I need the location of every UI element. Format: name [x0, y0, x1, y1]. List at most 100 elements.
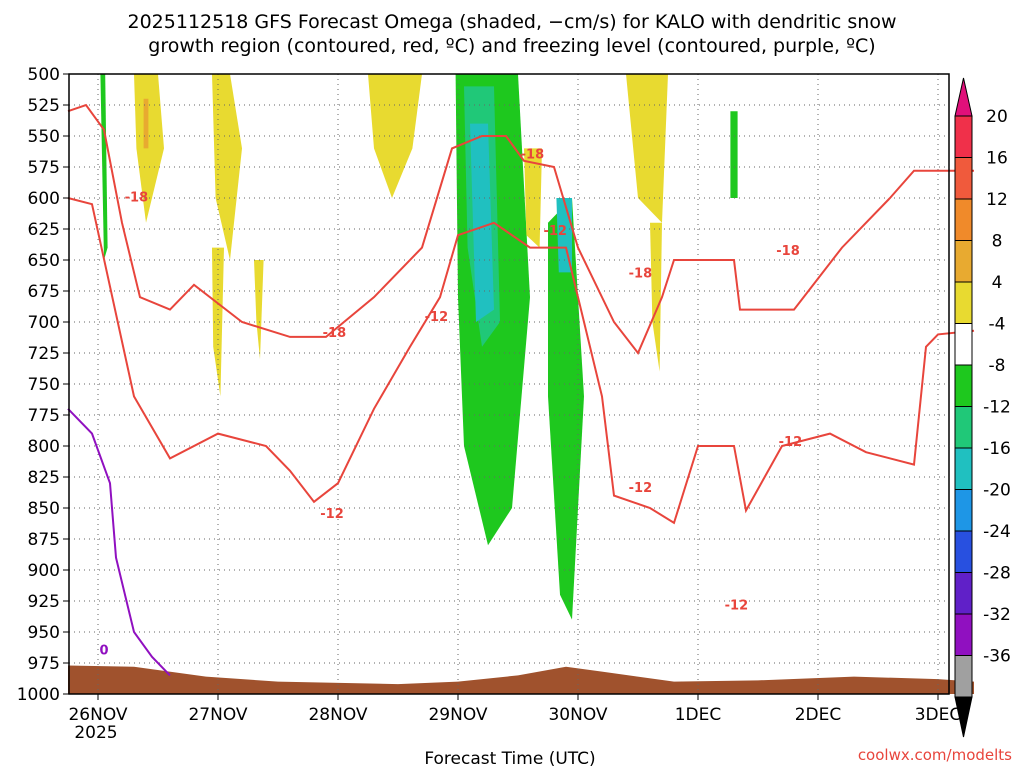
x-tick-label: 3DEC [915, 705, 962, 725]
dgz-contour-line [67, 197, 975, 525]
y-tick-label: 525 [28, 96, 60, 116]
contour-label: -12 [779, 435, 803, 450]
y-tick-label: 700 [28, 313, 60, 333]
colorbar: 20 16 12 8 4 -4 -8 -12 -16 -20 -24 -28 -32 -36 [954, 77, 1011, 738]
freezing-level-line [67, 408, 171, 677]
colorbar-segment [954, 364, 973, 407]
y-tick-label: 875 [28, 530, 60, 550]
y-tick-label: 750 [28, 375, 60, 395]
omega-region-6 [254, 260, 264, 360]
y-tick-label: 575 [28, 158, 60, 178]
omega-region-2 [134, 74, 164, 223]
omega-region-16 [730, 111, 738, 198]
y-tick-label: 675 [28, 282, 60, 302]
omega-region-5 [212, 247, 224, 397]
terrain-fill [68, 665, 974, 694]
colorbar-segment [954, 115, 973, 158]
x-tick-label: 30NOV [548, 705, 607, 725]
omega-region-11 [524, 148, 542, 248]
contour-label: -12 [725, 599, 749, 614]
contour-label: -18 [125, 191, 149, 206]
x-tick-label: 1DEC [675, 705, 722, 725]
x-tick-label: 26NOV [68, 705, 127, 725]
colorbar-label: 12 [986, 190, 1008, 210]
colorbar-label: -36 [983, 647, 1011, 667]
terrain-area [68, 665, 974, 694]
y-tick-label: 825 [28, 468, 60, 488]
contour-label: -12 [425, 310, 449, 325]
y-tick-label: 950 [28, 623, 60, 643]
contour-label: -12 [543, 224, 567, 239]
colorbar-segment [954, 572, 973, 615]
colorbar-segment [954, 323, 973, 366]
y-tick-label: 600 [28, 189, 60, 209]
omega-region-3 [143, 98, 149, 149]
y-tick-label: 625 [28, 220, 60, 240]
colorbar-label: -12 [983, 398, 1011, 418]
omega-region-14 [626, 74, 668, 223]
y-tick-label: 900 [28, 561, 60, 581]
colorbar-segment [954, 489, 973, 532]
colorbar-top-arrow [954, 77, 973, 117]
x-tick-label: 29NOV [428, 705, 487, 725]
colorbar-label: -20 [983, 481, 1011, 501]
contour-labels: -18 -18 -12 -12 -18 -12 -18 -12 -18 -12 -12 0 [99, 147, 802, 658]
colorbar-label: -28 [983, 564, 1011, 584]
omega-region-4 [212, 74, 242, 260]
y-tick-label: 1000 [17, 685, 60, 705]
x-axis: 26NOV 27NOV 28NOV 29NOV 30NOV 1DEC 2DEC 3DEC [68, 694, 961, 725]
colorbar-label: 16 [986, 149, 1008, 169]
contour-label: -18 [629, 266, 653, 281]
x-tick-label: 28NOV [308, 705, 367, 725]
colorbar-segment [954, 655, 973, 698]
colorbar-segment [954, 530, 973, 573]
colorbar-bottom-arrow [954, 696, 973, 738]
colorbar-label: -24 [983, 522, 1011, 542]
colorbar-label: -4 [989, 315, 1006, 335]
colorbar-label: 8 [992, 232, 1003, 252]
contour-label: -18 [776, 244, 800, 259]
temperature-contours [67, 103, 975, 677]
y-tick-label: 650 [28, 251, 60, 271]
omega-region-12 [548, 198, 584, 620]
colorbar-label: 4 [992, 273, 1003, 293]
contour-label: -12 [320, 507, 344, 522]
omega-region-10 [470, 123, 494, 322]
colorbar-segment [954, 613, 973, 656]
gridlines [69, 73, 949, 695]
contour-label: 0 [99, 643, 108, 658]
x-axis-year: 2025 [74, 723, 117, 743]
y-tick-label: 550 [28, 127, 60, 147]
colorbar-segment [954, 406, 973, 449]
y-tick-label: 500 [28, 65, 60, 85]
omega-region-7 [368, 74, 422, 198]
chart-title-line1: 2025112518 GFS Forecast Omega (shaded, −… [128, 11, 897, 33]
colorbar-segment [954, 198, 973, 241]
contour-label: -12 [629, 481, 653, 496]
colorbar-segment [954, 281, 973, 324]
x-tick-label: 27NOV [188, 705, 247, 725]
omega-shading [100, 74, 738, 620]
credit-text: coolwx.com/modelts [858, 746, 1012, 764]
omega-region-15 [650, 222, 662, 372]
colorbar-segment [954, 447, 973, 490]
contour-label: -18 [323, 326, 347, 341]
x-tick-label: 2DEC [795, 705, 842, 725]
y-tick-label: 800 [28, 437, 60, 457]
y-tick-label: 725 [28, 344, 60, 364]
colorbar-label: -32 [983, 605, 1011, 625]
colorbar-label: 20 [986, 107, 1008, 127]
y-tick-label: 775 [28, 406, 60, 426]
contour-label: -18 [521, 147, 545, 162]
x-axis-label: Forecast Time (UTC) [424, 749, 595, 768]
dgz-contour-line [67, 103, 974, 355]
colorbar-segment [954, 240, 973, 283]
y-tick-label: 925 [28, 592, 60, 612]
colorbar-label: -16 [983, 439, 1011, 459]
y-tick-label: 975 [28, 654, 60, 674]
y-axis: 500 525 550 575 600 625 650 675 700 725 750 775 800 8… [17, 65, 69, 705]
y-tick-label: 850 [28, 499, 60, 519]
colorbar-segment [954, 157, 973, 200]
chart-title-line2: growth region (contoured, red, ºC) and f… [148, 35, 875, 57]
